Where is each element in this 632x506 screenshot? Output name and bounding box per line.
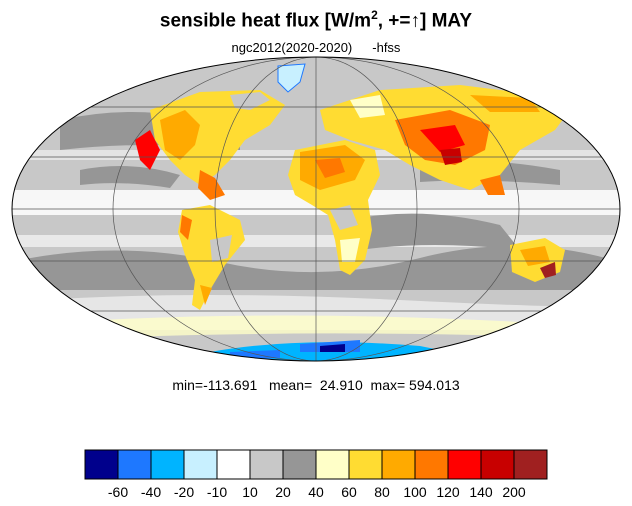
colorbar-swatch bbox=[84, 449, 119, 480]
world-map bbox=[11, 56, 621, 362]
colorbar-swatch bbox=[117, 449, 152, 480]
colorbar bbox=[84, 449, 548, 480]
colorbar-tick-label: 80 bbox=[374, 484, 390, 500]
colorbar-tick-label: 20 bbox=[275, 484, 291, 500]
dataset-label: ngc2012(2020-2020) bbox=[231, 40, 353, 55]
statistics-line: min=-113.691 mean= 24.910 max= 594.013 bbox=[172, 377, 460, 393]
colorbar-swatch bbox=[315, 449, 350, 480]
map-border bbox=[11, 56, 621, 362]
south-america bbox=[178, 205, 245, 310]
colorbar-tick-label: 100 bbox=[403, 484, 427, 500]
southern-ocean bbox=[100, 315, 520, 338]
north-america bbox=[135, 90, 285, 200]
colorbar-swatch bbox=[216, 449, 251, 480]
colorbar-swatch bbox=[447, 449, 482, 480]
colorbar-tick-label: -20 bbox=[173, 484, 195, 500]
colorbar-swatch bbox=[150, 449, 185, 480]
colorbar-swatch bbox=[183, 449, 218, 480]
colorbar-swatch bbox=[348, 449, 383, 480]
colorbar-swatch bbox=[282, 449, 317, 480]
colorbar-swatch bbox=[480, 449, 515, 480]
variable-label: -hfss bbox=[372, 40, 401, 55]
graticule bbox=[12, 57, 620, 361]
colorbar-swatch bbox=[513, 449, 548, 480]
map-title: sensible heat flux [W/m2, +=↑] MAY bbox=[159, 8, 473, 32]
colorbar-swatch bbox=[414, 449, 449, 480]
colorbar-labels: -60 -40 -20 -10 10 20 40 60 80 100 120 140 200 bbox=[0, 484, 632, 504]
colorbar-tick-label: 140 bbox=[469, 484, 493, 500]
colorbar-swatch bbox=[381, 449, 416, 480]
colorbar-tick-label: -40 bbox=[140, 484, 162, 500]
colorbar-tick-label: 40 bbox=[308, 484, 324, 500]
greenland bbox=[277, 63, 306, 93]
colorbar-tick-label: 10 bbox=[242, 484, 258, 500]
colorbar-tick-label: 60 bbox=[341, 484, 357, 500]
colorbar-tick-label: 120 bbox=[436, 484, 460, 500]
colorbar-tick-label: -10 bbox=[206, 484, 228, 500]
map-subtitle: ngc2012(2020-2020) -hfss bbox=[0, 40, 632, 55]
colorbar-swatch bbox=[249, 449, 284, 480]
colorbar-tick-label: -60 bbox=[107, 484, 129, 500]
colorbar-tick-label: 200 bbox=[502, 484, 526, 500]
eurasia bbox=[320, 85, 570, 195]
